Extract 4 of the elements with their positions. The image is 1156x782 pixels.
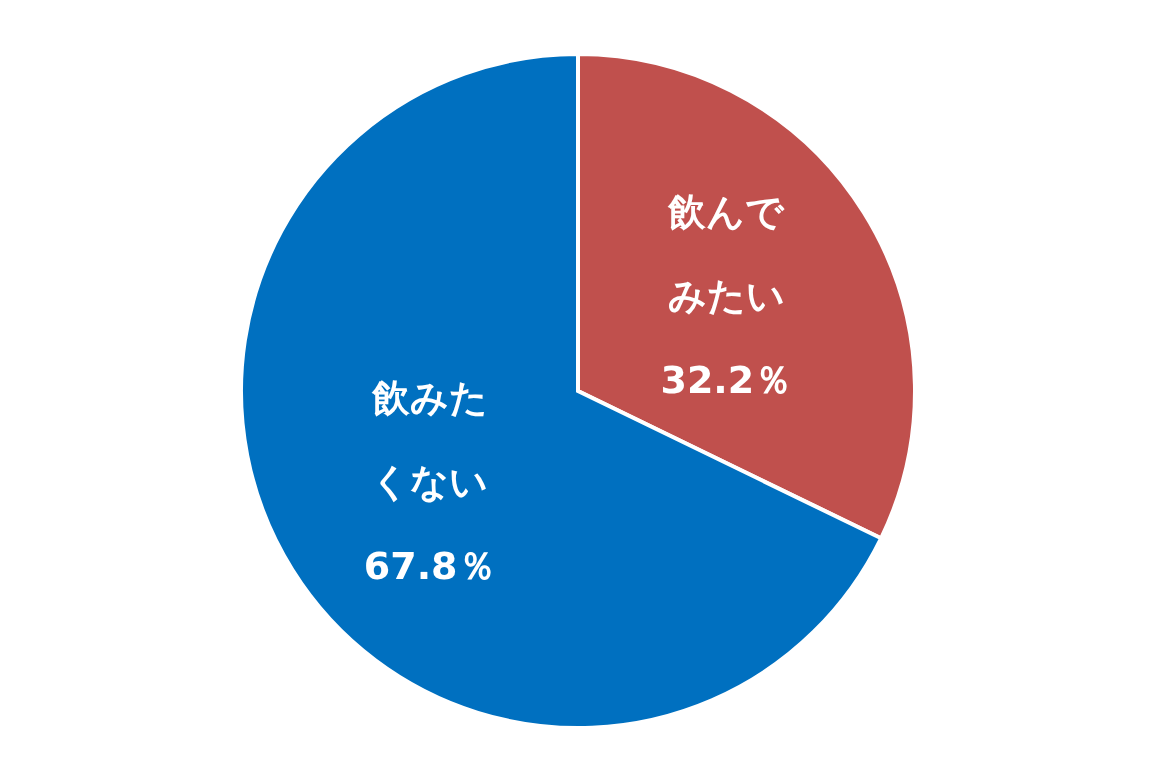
data-label: 32.2％	[660, 358, 793, 403]
slice-label: 飲みたくない	[370, 375, 489, 504]
slice-label: 飲んでみたい	[667, 190, 786, 319]
data-label: 67.8％	[363, 543, 496, 588]
